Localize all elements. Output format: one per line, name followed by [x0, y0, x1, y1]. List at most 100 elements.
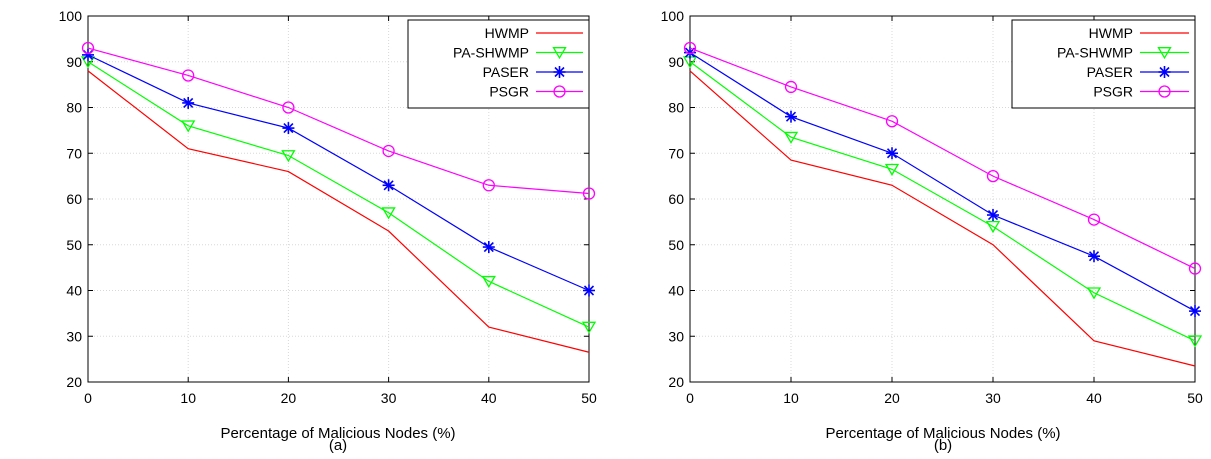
data-point: [382, 144, 395, 158]
data-point: [81, 41, 95, 55]
y-tick-label: 50: [668, 237, 684, 253]
data-point-stroke-d2: [483, 241, 494, 253]
x-axis-label: Percentage of Malicious Nodes (%): [825, 425, 1060, 442]
data-point: [886, 147, 898, 160]
legend-label: PSGR: [489, 84, 529, 100]
legend-marker: [552, 47, 567, 60]
data-point-stroke-d2: [886, 148, 898, 159]
data-point: [783, 131, 799, 144]
data-point-stroke-d2: [987, 209, 999, 221]
data-point: [381, 207, 396, 220]
legend-label: PSGR: [1093, 84, 1133, 100]
data-point: [985, 220, 1001, 234]
x-tick-label: 10: [180, 390, 196, 406]
legend-label: PA-SHWMP: [453, 45, 529, 61]
x-tick-label: 20: [884, 390, 900, 406]
y-tick-label: 70: [668, 145, 684, 161]
y-tick-label: 100: [59, 8, 83, 24]
y-tick-label: 80: [66, 100, 82, 116]
data-point: [382, 179, 395, 192]
panel-label: (b): [934, 437, 952, 454]
data-point: [1088, 250, 1100, 263]
series-line-psgr: [87, 47, 590, 195]
y-tick-label: 30: [66, 328, 82, 344]
chart-panel-a: 0 10 20 30 40 50 20 30 40 50 60 70 80 90 100 HWMP PA-SHW…: [59, 8, 597, 454]
data-point: [1188, 262, 1202, 275]
legend-marker: [1158, 85, 1171, 98]
x-tick-label: 30: [381, 390, 397, 406]
data-point: [482, 179, 495, 192]
x-tick-label: 40: [481, 390, 497, 406]
data-point: [986, 169, 1000, 183]
legend-label: HWMP: [1089, 25, 1133, 41]
legend: HWMP PA-SHWMP PASER PSGR: [407, 19, 590, 109]
legend-label: PASER: [1087, 64, 1133, 80]
y-tick-label: 100: [661, 8, 685, 24]
data-point: [785, 110, 797, 123]
data-point: [683, 41, 697, 55]
x-tick-label: 30: [985, 390, 1001, 406]
data-point: [282, 122, 295, 135]
data-point-stroke-d2: [383, 180, 394, 191]
legend-label: PASER: [483, 64, 529, 80]
series-line-hwmp: [87, 70, 590, 353]
series-line-psgr: [689, 47, 1196, 270]
data-point-stroke-d2: [1189, 306, 1201, 317]
data-point: [281, 150, 296, 163]
series-paser: [82, 48, 595, 297]
data-point: [282, 101, 295, 114]
series-line-paser: [87, 54, 590, 292]
data-point: [885, 115, 899, 128]
y-tick-label: 30: [668, 328, 684, 344]
y-tick-label: 20: [668, 374, 684, 390]
data-point: [1086, 287, 1102, 300]
y-tick-label: 90: [668, 54, 684, 70]
y-tick-label: 80: [668, 100, 684, 116]
legend: HWMP PA-SHWMP PASER PSGR: [1011, 19, 1196, 109]
legend-label: PA-SHWMP: [1057, 45, 1133, 61]
data-point: [482, 241, 495, 254]
data-point: [884, 163, 900, 176]
panel-label: (a): [329, 437, 347, 454]
series-hwmp: [689, 70, 1196, 367]
x-tick-label: 20: [281, 390, 297, 406]
data-point-stroke-d2: [785, 111, 797, 122]
y-tick-label: 90: [66, 54, 82, 70]
legend-marker: [1157, 47, 1172, 60]
y-tick-label: 70: [66, 145, 82, 161]
series-line-paser: [689, 52, 1196, 312]
series-line-hwmp: [689, 70, 1196, 367]
data-point: [583, 284, 595, 297]
series-hwmp: [87, 70, 590, 353]
y-tick-label: 40: [668, 283, 684, 299]
legend-box: [407, 19, 590, 109]
plot-frame: [689, 15, 1196, 383]
data-point: [481, 275, 496, 289]
data-point: [987, 209, 999, 222]
data-point: [1189, 305, 1201, 318]
y-tick-label: 60: [668, 191, 684, 207]
x-axis-label: Percentage of Malicious Nodes (%): [220, 425, 455, 442]
x-tick-label: 10: [783, 390, 799, 406]
legend-marker: [553, 66, 566, 78]
data-point: [1087, 213, 1101, 226]
data-point: [181, 120, 196, 133]
series-line-pa-shwmp: [689, 61, 1196, 342]
data-point: [784, 80, 798, 94]
data-point-stroke-d2: [1088, 251, 1100, 262]
series-psgr: [81, 41, 596, 200]
data-point: [582, 187, 596, 200]
x-tick-label: 50: [1187, 390, 1203, 406]
data-point: [182, 96, 195, 109]
series-line-pa-shwmp: [87, 61, 590, 328]
data-point: [1187, 335, 1203, 348]
data-point-stroke-d2: [583, 285, 595, 296]
x-tick-label: 50: [581, 390, 597, 406]
data-point-stroke-d2: [283, 123, 294, 134]
data-point-stroke-d2: [183, 97, 194, 108]
y-tick-label: 40: [66, 283, 82, 299]
data-point: [581, 321, 597, 334]
legend-marker-stroke-d2: [554, 66, 565, 78]
legend-marker-stroke-d2: [1159, 66, 1170, 78]
